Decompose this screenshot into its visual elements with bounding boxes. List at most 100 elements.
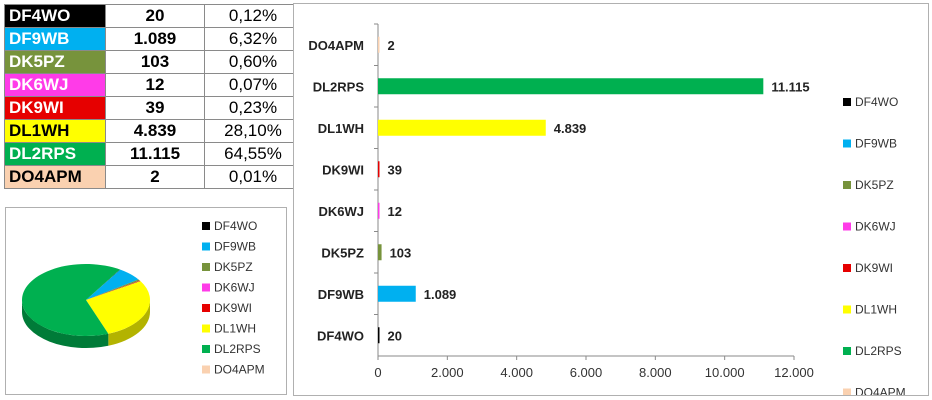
table-row: DO4APM 2 0,01%	[4, 165, 302, 189]
legend-label: DF9WB	[214, 240, 256, 254]
callsign-cell: DK9WI	[4, 96, 106, 120]
pie-slice-side	[22, 300, 109, 348]
percent-cell: 6,32%	[204, 27, 302, 51]
legend-swatch	[202, 222, 210, 230]
pie-slice	[86, 281, 150, 334]
percent-cell: 0,01%	[204, 165, 302, 189]
table-row: DK6WJ 12 0,07%	[4, 73, 302, 97]
table-row: DF9WB 1.089 6,32%	[4, 27, 302, 51]
legend-label: DF9WB	[855, 137, 897, 151]
callsign-cell: DK5PZ	[4, 50, 106, 74]
pie-slice	[21, 264, 120, 336]
y-tick-label: DK6WJ	[318, 204, 364, 219]
legend-swatch	[843, 181, 851, 189]
pie-legend: DF4WO DF9WB DK5PZ DK6WJ DK9WI DL1WH DL2RPS DO4A…	[202, 219, 265, 377]
legend-label: DL2RPS	[214, 342, 261, 356]
bar-value-label: 103	[390, 245, 412, 260]
legend-label: DO4APM	[855, 386, 906, 396]
table-row: DK5PZ 103 0,60%	[4, 50, 302, 74]
x-tick-label: 4.000	[500, 365, 533, 380]
x-tick-label: 2.000	[431, 365, 464, 380]
legend-label: DK6WJ	[214, 281, 255, 295]
table-row: DL2RPS 11.115 64,55%	[4, 142, 302, 166]
count-cell: 103	[105, 50, 205, 74]
y-tick-label: DL1WH	[318, 121, 364, 136]
legend-swatch	[202, 304, 210, 312]
legend-label: DK5PZ	[855, 178, 894, 192]
percent-cell: 28,10%	[204, 119, 302, 143]
y-tick-label: DK5PZ	[321, 245, 364, 260]
percent-cell: 64,55%	[204, 142, 302, 166]
count-cell: 4.839	[105, 119, 205, 143]
count-cell: 12	[105, 73, 205, 97]
legend-swatch	[202, 283, 210, 292]
stats-table: DF4WO 20 0,12% DF9WB 1.089 6,32% DK5PZ 103 0,60%…	[4, 4, 302, 189]
legend-label: DO4APM	[214, 363, 265, 377]
bar-value-label: 39	[388, 162, 402, 177]
bar-value-label: 1.089	[424, 287, 457, 302]
percent-cell: 0,07%	[204, 73, 302, 97]
pie-slice	[86, 279, 140, 300]
legend-label: DK9WI	[855, 261, 893, 275]
bar-value-label: 11.115	[771, 79, 809, 94]
legend-label: DK9WI	[214, 301, 252, 315]
x-tick-label: 6.000	[570, 365, 603, 380]
pie-depth	[22, 300, 150, 348]
legend-swatch	[202, 263, 210, 271]
legend-swatch	[202, 345, 210, 353]
legend-swatch	[843, 347, 851, 355]
percent-cell: 0,23%	[204, 96, 302, 120]
legend-label: DL1WH	[855, 303, 897, 317]
y-tick-label: DL2RPS	[313, 79, 365, 94]
legend-label: DK6WJ	[855, 220, 896, 234]
callsign-cell: DL1WH	[4, 119, 106, 143]
count-cell: 1.089	[105, 27, 205, 51]
bar	[378, 36, 380, 53]
bar-value-label: 20	[388, 328, 402, 343]
pie-slice	[86, 269, 121, 300]
bar-chart-panel: 0 2.000 4.000 6.000 8.000 10.000 12.000 DF4WO 20…	[293, 3, 929, 400]
legend-swatch	[843, 222, 851, 231]
legend-swatch	[202, 242, 210, 251]
callsign-cell: DF4WO	[4, 4, 106, 28]
x-tick-label: 0	[374, 365, 381, 380]
bar	[378, 78, 764, 95]
legend-swatch	[843, 264, 851, 272]
count-cell: 2	[105, 165, 205, 189]
legend-swatch	[202, 324, 210, 333]
x-tick-label: 10.000	[705, 365, 745, 380]
legend-label: DF4WO	[214, 219, 257, 233]
legend-label: DL1WH	[214, 322, 256, 336]
pie-slice-side	[108, 300, 150, 346]
bar	[378, 161, 380, 178]
pie-slice	[86, 280, 141, 300]
pie-top	[21, 264, 150, 336]
pie-slice	[86, 269, 139, 300]
legend-label: DL2RPS	[855, 344, 902, 358]
x-tick-label: 8.000	[639, 365, 672, 380]
count-cell: 39	[105, 96, 205, 120]
y-tick-label: DK9WI	[322, 162, 364, 177]
bar	[378, 119, 546, 136]
pie-chart: DF4WO DF9WB DK5PZ DK6WJ DK9WI DL1WH DL2RPS DO4A…	[21, 219, 265, 377]
legend-swatch	[843, 305, 851, 314]
bar-value-label: 4.839	[554, 121, 587, 136]
callsign-cell: DK6WJ	[4, 73, 106, 97]
bar	[378, 285, 416, 302]
pie-slice	[86, 269, 120, 300]
percent-cell: 0,60%	[204, 50, 302, 74]
table-row: DK9WI 39 0,23%	[4, 96, 302, 120]
legend-label: DK5PZ	[214, 260, 253, 274]
table-row: DL1WH 4.839 28,10%	[4, 119, 302, 143]
callsign-cell: DO4APM	[4, 165, 106, 189]
legend-swatch	[843, 139, 851, 148]
bar-chart: 0 2.000 4.000 6.000 8.000 10.000 12.000 DF4WO 20…	[308, 23, 906, 400]
bar-value-label: 12	[388, 204, 402, 219]
callsign-cell: DL2RPS	[4, 142, 106, 166]
bar	[378, 327, 380, 344]
y-tick-label: DO4APM	[308, 38, 364, 53]
x-tick-label: 12.000	[774, 365, 814, 380]
y-tick-label: DF9WB	[318, 287, 364, 302]
pie-chart-panel: DF4WO DF9WB DK5PZ DK6WJ DK9WI DL1WH DL2RPS DO4A…	[5, 207, 287, 395]
bar	[378, 202, 380, 219]
